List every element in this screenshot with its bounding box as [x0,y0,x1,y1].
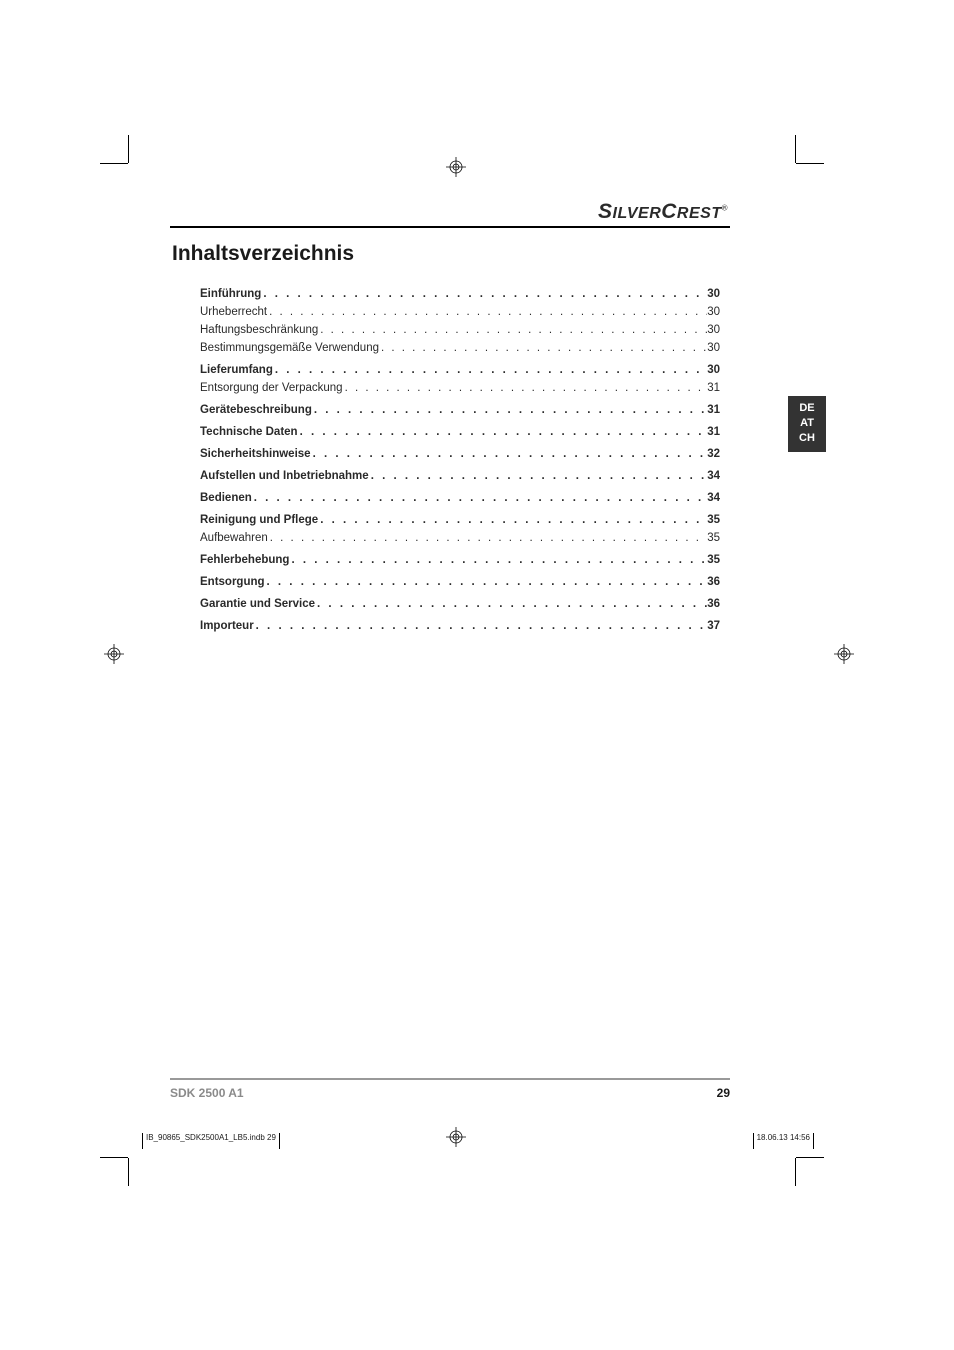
toc-row: Haftungsbeschränkung. . . . . . . . . . … [200,324,720,336]
toc-leader-dots: . . . . . . . . . . . . . . . . . . . . … [379,342,707,354]
toc-page: 35 [707,532,720,544]
registration-mark-icon [834,644,854,664]
toc-row: Reinigung und Pflege. . . . . . . . . . … [200,514,720,526]
toc-row: Entsorgung. . . . . . . . . . . . . . . … [200,576,720,588]
toc-leader-dots: . . . . . . . . . . . . . . . . . . . . … [318,324,707,336]
header-rule [170,226,730,228]
toc-label: Technische Daten [200,426,298,438]
crop-mark [795,1158,796,1186]
registration-mark-icon [104,644,124,664]
toc-page: 37 [707,620,720,632]
toc-page: 36 [707,598,720,610]
toc-row: Sicherheitshinweise. . . . . . . . . . .… [200,448,720,460]
toc-leader-dots: . . . . . . . . . . . . . . . . . . . . … [369,470,708,482]
toc-leader-dots: . . . . . . . . . . . . . . . . . . . . … [311,448,708,460]
toc-label: Gerätebeschreibung [200,404,312,416]
toc-page: 30 [707,324,720,336]
toc-label: Entsorgung [200,576,265,588]
toc-label: Sicherheitshinweise [200,448,311,460]
toc-page: 31 [707,382,720,394]
model-number: SDK 2500 A1 [170,1086,244,1100]
toc-page: 30 [707,364,720,376]
toc-label: Bedienen [200,492,252,504]
toc-row: Technische Daten. . . . . . . . . . . . … [200,426,720,438]
page-number: 29 [717,1086,730,1100]
imprint-timestamp: 18.06.13 14:56 [753,1133,814,1149]
toc-row: Urheberrecht. . . . . . . . . . . . . . … [200,306,720,318]
toc-label: Bestimmungsgemäße Verwendung [200,342,379,354]
toc-page: 30 [707,342,720,354]
toc-label: Lieferumfang [200,364,273,376]
toc-leader-dots: . . . . . . . . . . . . . . . . . . . . … [289,554,707,566]
toc-row: Bedienen. . . . . . . . . . . . . . . . … [200,492,720,504]
toc-row: Aufstellen und Inbetriebnahme. . . . . .… [200,470,720,482]
toc-page: 31 [707,426,720,438]
brand-logo: SILVERCREST® [170,200,730,224]
toc-row: Gerätebeschreibung. . . . . . . . . . . … [200,404,720,416]
toc-page: 31 [707,404,720,416]
toc-label: Entsorgung der Verpackung [200,382,343,394]
toc-page: 30 [707,306,720,318]
toc-leader-dots: . . . . . . . . . . . . . . . . . . . . … [252,492,707,504]
toc-page: 32 [707,448,720,460]
toc-row: Garantie und Service. . . . . . . . . . … [200,598,720,610]
language-tab: DEATCH [788,396,826,452]
footer-rule [170,1078,730,1080]
crop-mark [128,135,129,163]
toc-row: Lieferumfang. . . . . . . . . . . . . . … [200,364,720,376]
toc-label: Aufbewahren [200,532,268,544]
toc-leader-dots: . . . . . . . . . . . . . . . . . . . . … [318,514,707,526]
toc-label: Urheberrecht [200,306,267,318]
toc-leader-dots: . . . . . . . . . . . . . . . . . . . . … [267,306,707,318]
language-code: CH [788,431,826,446]
toc-page: 35 [707,514,720,526]
toc-row: Einführung. . . . . . . . . . . . . . . … [200,288,720,300]
toc-label: Garantie und Service [200,598,315,610]
crop-mark [795,135,796,163]
toc-leader-dots: . . . . . . . . . . . . . . . . . . . . … [315,598,707,610]
toc-row: Aufbewahren. . . . . . . . . . . . . . .… [200,532,720,544]
language-code: DE [788,401,826,416]
toc-label: Haftungsbeschränkung [200,324,318,336]
imprint-line: IB_90865_SDK2500A1_LB5.indb 29 18.06.13 … [142,1133,814,1149]
toc-row: Bestimmungsgemäße Verwendung. . . . . . … [200,342,720,354]
toc-leader-dots: . . . . . . . . . . . . . . . . . . . . … [268,532,707,544]
page-content: SILVERCREST® Inhaltsverzeichnis Einführu… [170,200,730,638]
crop-mark [796,163,824,164]
toc-label: Aufstellen und Inbetriebnahme [200,470,369,482]
toc-page: 35 [707,554,720,566]
toc-leader-dots: . . . . . . . . . . . . . . . . . . . . … [273,364,707,376]
toc-leader-dots: . . . . . . . . . . . . . . . . . . . . … [312,404,707,416]
toc-leader-dots: . . . . . . . . . . . . . . . . . . . . … [265,576,708,588]
toc-label: Importeur [200,620,254,632]
toc-row: Fehlerbehebung. . . . . . . . . . . . . … [200,554,720,566]
toc-row: Entsorgung der Verpackung. . . . . . . .… [200,382,720,394]
toc-row: Importeur. . . . . . . . . . . . . . . .… [200,620,720,632]
toc-leader-dots: . . . . . . . . . . . . . . . . . . . . … [261,288,707,300]
toc-label: Reinigung und Pflege [200,514,318,526]
crop-mark [100,1157,128,1158]
table-of-contents: Einführung. . . . . . . . . . . . . . . … [200,288,720,632]
registration-mark-icon [446,157,466,177]
toc-page: 30 [707,288,720,300]
toc-leader-dots: . . . . . . . . . . . . . . . . . . . . … [254,620,708,632]
crop-mark [128,1158,129,1186]
page-footer: SDK 2500 A1 29 [170,1086,730,1100]
crop-mark [796,1157,824,1158]
toc-label: Fehlerbehebung [200,554,289,566]
language-code: AT [788,416,826,431]
crop-mark [100,163,128,164]
toc-page: 36 [707,576,720,588]
page-title: Inhaltsverzeichnis [172,242,730,266]
imprint-file: IB_90865_SDK2500A1_LB5.indb 29 [142,1133,280,1149]
toc-page: 34 [707,492,720,504]
toc-leader-dots: . . . . . . . . . . . . . . . . . . . . … [343,382,708,394]
toc-leader-dots: . . . . . . . . . . . . . . . . . . . . … [298,426,708,438]
toc-label: Einführung [200,288,261,300]
toc-page: 34 [707,470,720,482]
